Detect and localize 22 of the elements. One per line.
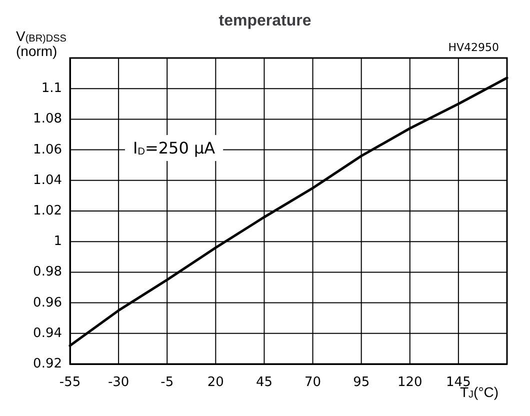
chart-title: temperature: [218, 12, 312, 30]
y-tick-label: 1.08: [33, 112, 62, 127]
text: HV42950: [448, 41, 500, 54]
y-tick-label: 1: [54, 234, 62, 250]
y-tick-label: 0.94: [33, 326, 62, 341]
y-axis-title: V(BR)DSS (norm): [16, 28, 67, 59]
x-tick-label: -5: [160, 375, 174, 390]
y-tick-label: 1.02: [33, 204, 62, 218]
y-tick-label: 1.1: [41, 81, 62, 96]
x-tick-label: 20: [207, 375, 224, 390]
y-tick-label: 1.04: [33, 172, 62, 188]
x-tick-label: 70: [304, 375, 322, 390]
x-tick-label: 45: [256, 375, 272, 390]
x-tick-label: 95: [353, 375, 370, 390]
x-tick-label: -30: [108, 375, 130, 390]
y-tick-label: 1.06: [33, 142, 62, 158]
x-tick-label: -55: [59, 375, 81, 390]
y-tick-label: 0.98: [33, 264, 62, 280]
annotation: ID=250 µA: [133, 138, 216, 158]
y-tick-label: 0.92: [33, 356, 62, 372]
y-tick-label: 0.96: [33, 295, 62, 310]
x-tick-label: 120: [397, 375, 422, 390]
